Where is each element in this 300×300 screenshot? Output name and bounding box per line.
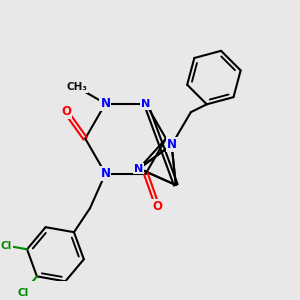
Text: N: N — [134, 164, 144, 174]
Text: N: N — [100, 167, 110, 180]
Text: CH₃: CH₃ — [67, 82, 88, 92]
Text: O: O — [61, 105, 71, 118]
Text: N: N — [167, 138, 177, 152]
Text: N: N — [100, 97, 110, 110]
Text: Cl: Cl — [1, 241, 12, 250]
Text: N: N — [141, 99, 150, 109]
Text: Cl: Cl — [18, 288, 29, 298]
Text: O: O — [152, 200, 162, 213]
